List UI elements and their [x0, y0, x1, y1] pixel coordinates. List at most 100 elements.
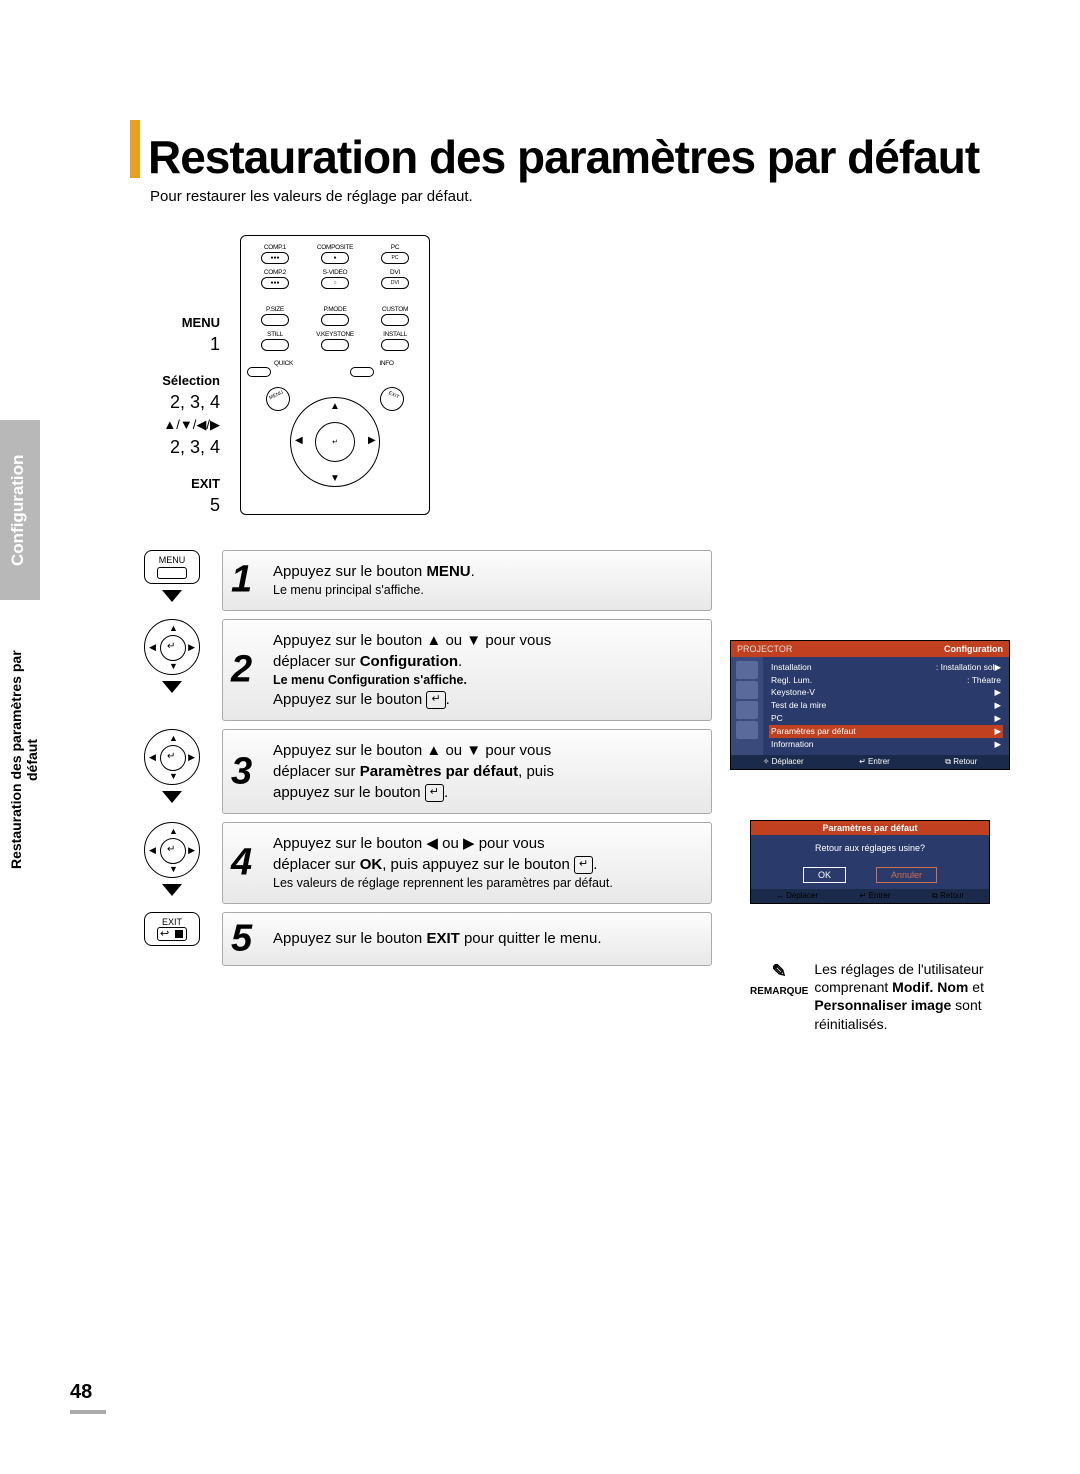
side-tabs: Configuration Restauration des paramètre…	[0, 420, 40, 910]
btn-custom-label: CUSTOM	[367, 306, 423, 313]
btn-pc-label: PC	[367, 244, 423, 251]
step-1-num: 1	[231, 554, 252, 607]
btn-composite: ●	[321, 252, 349, 264]
osd-item: Keystone-V▶	[769, 686, 1003, 699]
dpad-left-icon: ◀	[149, 642, 156, 653]
btn-vkeystone-label: V.KEYSTONE	[307, 331, 363, 338]
page-root: Restauration des paramètres par défaut P…	[0, 0, 1080, 1474]
note-icon: ✎	[772, 960, 787, 983]
step-4-box: 4 Appuyez sur le bouton ◀ ou ▶ pour vous…	[222, 822, 712, 904]
osd-header: PROJECTOR Configuration	[731, 641, 1009, 657]
btn-vkeystone	[321, 339, 349, 351]
dpad-icon: ▲ ▼ ◀ ▶ ↵	[144, 619, 200, 675]
remote-diagram: COMP.1●●● COMPOSITE● PCPC COMP.2●●● S-VI…	[240, 235, 430, 515]
osd-footer-enter: ↵ Entrer	[859, 757, 890, 767]
osd-reset-dialog: Paramètres par défaut Retour aux réglage…	[750, 820, 990, 904]
btn-info-label: INFO	[350, 360, 423, 367]
enter-icon: ↵	[426, 691, 445, 708]
label-arrows: ▲/▼/◀/▶	[140, 417, 220, 433]
remote-row-2: COMP.2●●● S-VIDEO○ DVIDVI	[247, 269, 423, 290]
step-2-line3: Appuyez sur le bouton ↵.	[273, 689, 699, 710]
dpad-right-icon: ▶	[188, 752, 195, 763]
btn-svideo: ○	[321, 277, 349, 289]
osd-footer-return: ⧉ Retour	[945, 757, 977, 767]
osd-column: PROJECTOR Configuration Installation: In…	[730, 640, 1010, 904]
dpad-enter-icon: ↵	[167, 751, 175, 762]
remark-text: Les réglages de l'utilisateur comprenant…	[814, 960, 1010, 1033]
remark-box: ✎ REMARQUE Les réglages de l'utilisateur…	[750, 960, 1010, 1033]
osd-item: Regl. Lum.: Théatre	[769, 674, 1003, 686]
btn-exit-ring: EXIT	[376, 383, 408, 415]
dpad-enter: ↵	[315, 422, 355, 462]
step-3-line1: Appuyez sur le bouton ▲ ou ▼ pour vous	[273, 740, 699, 761]
btn-comp2-label: COMP.2	[247, 269, 303, 276]
osd-footer-return: ⧉ Retour	[932, 891, 964, 901]
osd-item: Test de la mire▶	[769, 699, 1003, 712]
step-3-line2: déplacer sur Paramètres par défaut, puis	[273, 761, 699, 782]
flow-arrow-icon	[162, 590, 182, 602]
btn-dvi-label: DVI	[367, 269, 423, 276]
label-menu-num: 1	[140, 334, 220, 355]
btn-pmode	[321, 314, 349, 326]
dpad-icon: ▲ ▼ ◀ ▶ ↵	[144, 822, 200, 878]
step-1-line1: Appuyez sur le bouton MENU.	[273, 561, 699, 582]
page-title: Restauration des paramètres par défaut	[148, 130, 979, 184]
btn-info	[350, 367, 374, 377]
dpad-left-icon: ◀	[149, 752, 156, 763]
osd-item: Information▶	[769, 738, 1003, 751]
side-tab-restauration: Restauration des paramètres par défaut	[0, 610, 40, 910]
osd-dialog-title: Paramètres par défaut	[751, 821, 989, 835]
btn-custom	[381, 314, 409, 326]
remark-label: REMARQUE	[750, 985, 808, 998]
dpad-up-icon: ▲	[169, 826, 178, 836]
step-2-icon-col: ▲ ▼ ◀ ▶ ↵	[140, 619, 204, 699]
menu-button-label: MENU	[159, 555, 186, 565]
flow-arrow-icon	[162, 791, 182, 803]
exit-button-icon: EXIT	[144, 912, 200, 946]
step-1-icon-col: MENU	[140, 550, 204, 608]
dpad-down-icon: ▼	[169, 771, 178, 781]
label-selection: Sélection	[140, 373, 220, 388]
dpad-up-icon: ▲	[169, 733, 178, 743]
step-5-icon-col: EXIT	[140, 912, 204, 946]
dpad-icon: ▲ ▼ ◀ ▶ ↵	[144, 729, 200, 785]
dpad-up-icon: ▲	[330, 401, 340, 412]
dpad-right-icon: ▶	[188, 642, 195, 653]
exit-button-label: EXIT	[162, 917, 182, 927]
dpad-down-icon: ▼	[169, 864, 178, 874]
menu-button-shape	[157, 567, 187, 579]
osd-footer-enter: ↵ Entrer	[860, 891, 891, 901]
step-5-line1: Appuyez sur le bouton EXIT pour quitter …	[273, 928, 699, 949]
btn-quick	[247, 367, 271, 377]
dpad-down-icon: ▼	[330, 473, 340, 484]
btn-psize-label: P.SIZE	[247, 306, 303, 313]
exit-button-shape	[157, 927, 187, 941]
dpad-enter-icon: ↵	[167, 641, 175, 652]
step-2-box: 2 Appuyez sur le bouton ▲ ou ▼ pour vous…	[222, 619, 712, 722]
btn-comp1: ●●●	[261, 252, 289, 264]
osd-side-icon	[736, 681, 758, 699]
step-5-row: EXIT 5 Appuyez sur le bouton EXIT pour q…	[140, 912, 1010, 966]
step-4-line2: déplacer sur OK, puis appuyez sur le bou…	[273, 854, 699, 875]
page-subtitle: Pour restaurer les valeurs de réglage pa…	[150, 188, 1010, 205]
title-accent-bar	[130, 120, 140, 178]
osd-dialog-body: Retour aux réglages usine?	[751, 835, 989, 861]
step-3-icon-col: ▲ ▼ ◀ ▶ ↵	[140, 729, 204, 809]
side-tab-configuration: Configuration	[0, 420, 40, 600]
btn-pc: PC	[381, 252, 409, 264]
osd-side-icon	[736, 721, 758, 739]
dpad-left-icon: ◀	[149, 845, 156, 856]
remote-dpad: MENU EXIT ↵ ▲ ▼ ◀ ▶	[270, 387, 400, 497]
step-4-icon-col: ▲ ▼ ◀ ▶ ↵	[140, 822, 204, 902]
remote-row-1: COMP.1●●● COMPOSITE● PCPC	[247, 244, 423, 265]
btn-still-label: STILL	[247, 331, 303, 338]
osd-config-menu: PROJECTOR Configuration Installation: In…	[730, 640, 1010, 770]
step-1-row: MENU 1 Appuyez sur le bouton MENU. Le me…	[140, 550, 1010, 611]
label-selection-num: 2, 3, 4	[140, 392, 220, 413]
btn-install-label: INSTALL	[367, 331, 423, 338]
osd-cancel-button: Annuler	[876, 867, 937, 883]
step-4-small: Les valeurs de réglage reprennent les pa…	[273, 875, 699, 893]
btn-comp2: ●●●	[261, 277, 289, 289]
step-3-line3: appuyez sur le bouton ↵.	[273, 782, 699, 803]
page-number: 48	[70, 1381, 106, 1414]
